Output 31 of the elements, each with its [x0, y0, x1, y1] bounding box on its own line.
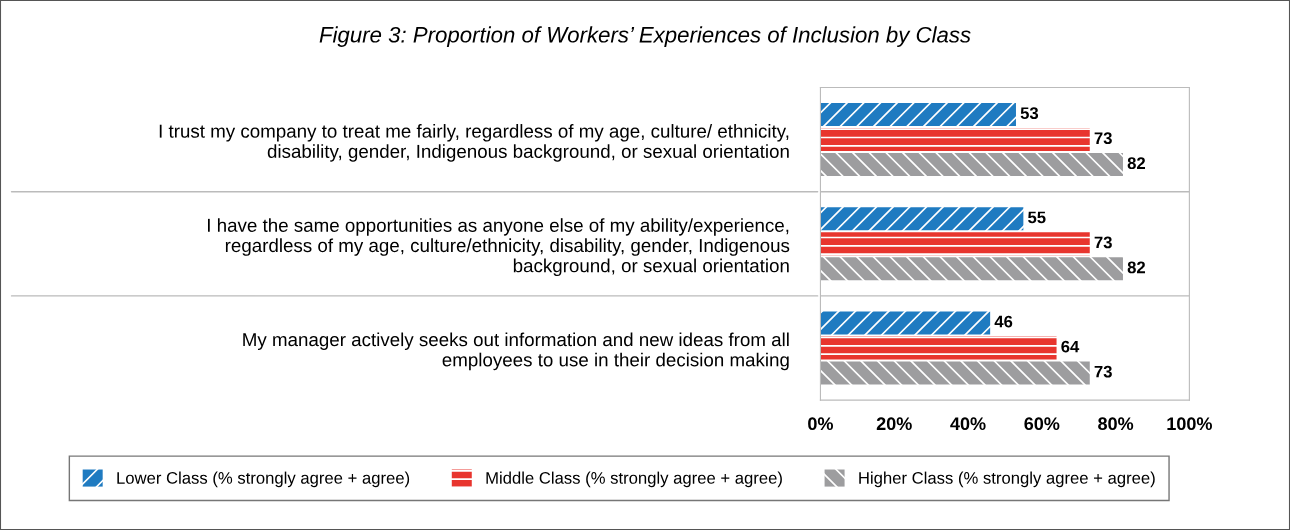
- bar: [820, 232, 1090, 256]
- y-tick-label: I trust my company to treat me fairly, regardless of my age, culture/ ethnicity, disability, gender, Indigenous background, or sexual orientation: [159, 124, 789, 162]
- data-label: 82: [1127, 261, 1146, 274]
- data-label: 64: [1061, 340, 1080, 353]
- bar: [820, 128, 1090, 152]
- x-tick-label: 60%: [1024, 417, 1060, 431]
- x-tick-label: 20%: [876, 417, 912, 431]
- legend-label: Lower Class (% strongly agree + agree): [117, 471, 410, 488]
- x-tick-label: 40%: [950, 417, 986, 431]
- data-label: 73: [1094, 132, 1112, 145]
- data-label: 46: [994, 315, 1013, 328]
- y-tick-label: My manager actively seeks out information and new ideas from all employees to use in their decision making: [243, 332, 789, 371]
- chart-title: Figure 3: Proportion of Workers’ Experiences of Inclusion by Class: [319, 26, 971, 48]
- data-label: 82: [1127, 157, 1146, 170]
- x-tick-label: 100%: [1167, 417, 1212, 431]
- legend-label: Middle Class (% strongly agree + agree): [486, 471, 782, 488]
- data-label: 73: [1094, 236, 1112, 249]
- bar: [820, 361, 1090, 385]
- bar: [820, 311, 991, 335]
- bar: [820, 257, 1123, 281]
- y-tick-label: I have the same opportunities as anyone else of my ability/experience, regardless of my age, culture/ethnicity, disability, gender, Indigenous background, or sexual orientation: [207, 218, 790, 277]
- data-label: 53: [1020, 107, 1039, 120]
- data-label: 55: [1028, 211, 1046, 224]
- x-tick-label: 0%: [808, 417, 834, 431]
- bar: [820, 153, 1123, 177]
- data-label: 73: [1094, 365, 1112, 378]
- x-tick-label: 80%: [1098, 417, 1134, 431]
- legend-label: Higher Class (% strongly agree + agree): [859, 471, 1155, 488]
- bar: [820, 103, 1016, 127]
- bar: [820, 207, 1024, 231]
- bar: [820, 336, 1057, 360]
